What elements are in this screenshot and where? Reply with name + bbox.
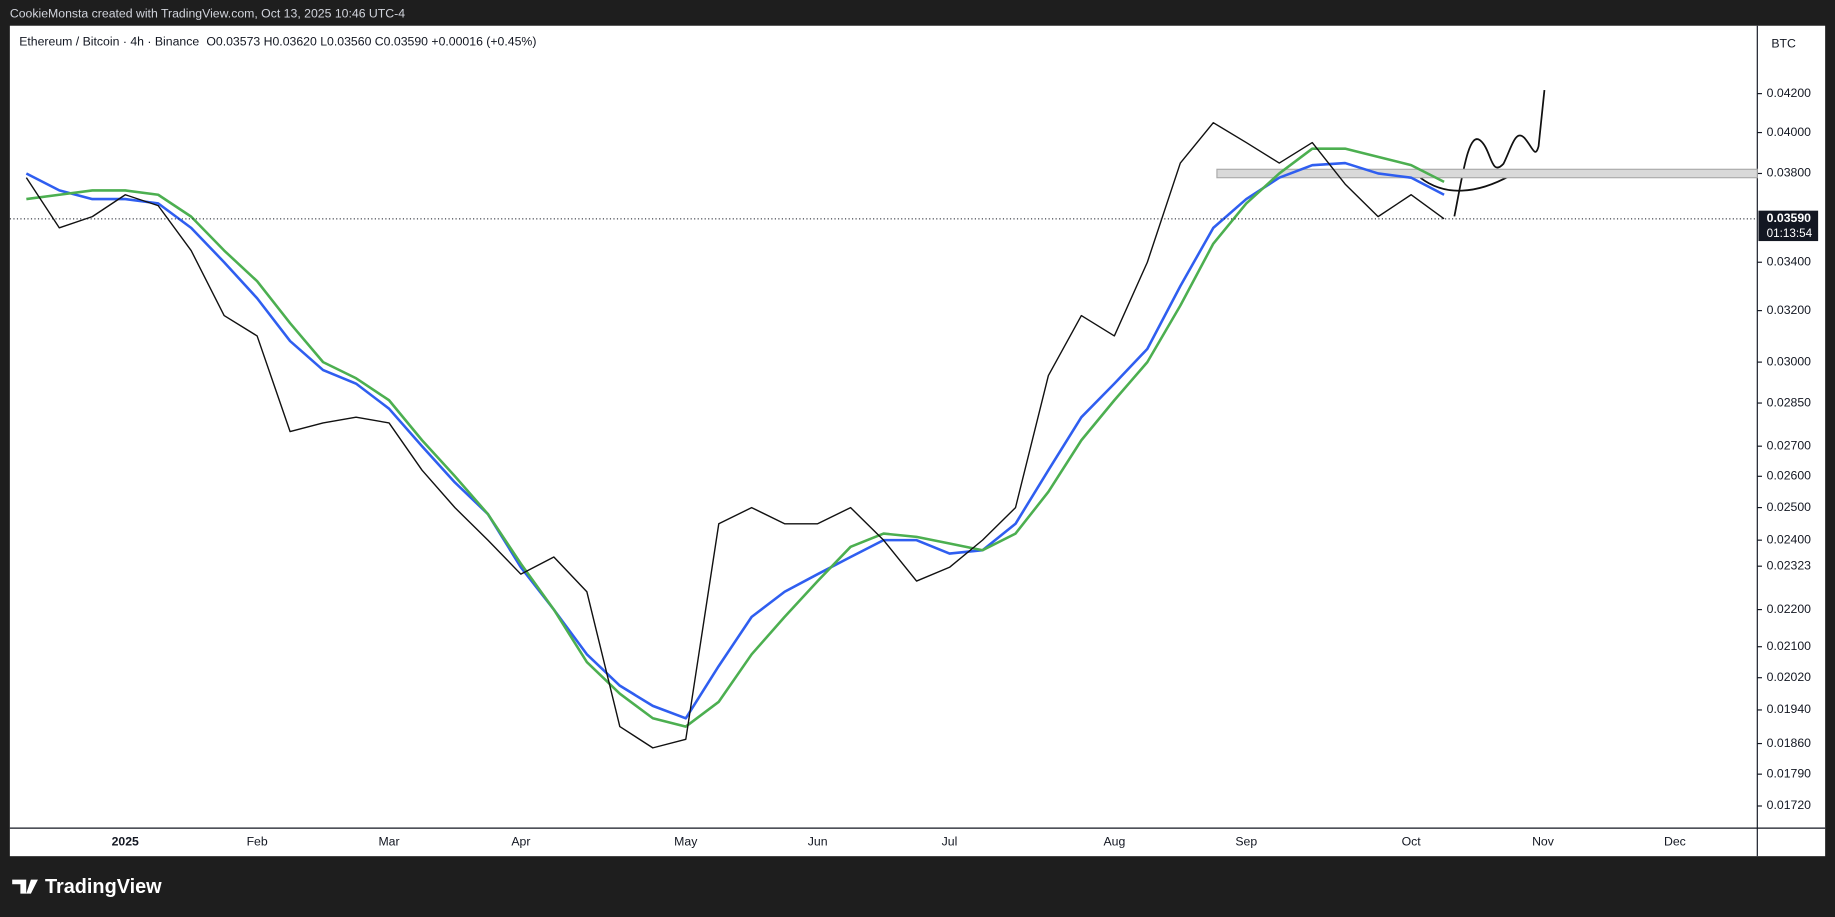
- logo: TradingView: [12, 876, 162, 898]
- y-tick-label: 0.03000: [1767, 354, 1812, 368]
- series-line: [25, 121, 1445, 749]
- last-price-box: [1758, 210, 1819, 242]
- x-tick-label: Oct: [1402, 834, 1422, 848]
- y-tick-label: 0.03200: [1767, 303, 1812, 317]
- y-tick-label: 0.04000: [1767, 125, 1812, 139]
- last-price-label: 0.03590: [1767, 211, 1812, 225]
- y-tick-label: 0.01790: [1767, 766, 1812, 780]
- ohlc: O0.03573 H0.03620 L0.03560 C0.03590 +0.0…: [206, 34, 536, 48]
- y-unit: BTC: [1771, 37, 1796, 51]
- x-tick-label: Jul: [942, 834, 958, 848]
- x-tick-label: Nov: [1532, 834, 1555, 848]
- y-tick-label: 0.04200: [1767, 86, 1812, 100]
- x-tick-label: May: [674, 834, 698, 848]
- x-tick-label: Sep: [1235, 834, 1257, 848]
- x-tick-label: Jun: [808, 834, 828, 848]
- x-tick-label: Dec: [1664, 834, 1686, 848]
- x-tick-label: Aug: [1103, 834, 1125, 848]
- brand: TradingView: [45, 876, 162, 898]
- x-tick-label: Apr: [511, 834, 530, 848]
- y-tick-label: 0.02400: [1767, 532, 1812, 546]
- x-tick-label: Mar: [378, 834, 399, 848]
- y-tick-label: 0.02700: [1767, 438, 1812, 452]
- y-tick-label: 0.02200: [1767, 602, 1812, 616]
- x-tick-label: 2025: [112, 834, 139, 848]
- y-tick-label: 0.01720: [1767, 798, 1812, 812]
- drawing: [1453, 89, 1546, 217]
- y-tick-label: 0.01860: [1767, 736, 1812, 750]
- x-tick-label: Feb: [247, 834, 268, 848]
- y-tick-label: 0.02323: [1767, 558, 1812, 572]
- y-tick-label: 0.03800: [1767, 166, 1812, 180]
- series-line: [25, 161, 1445, 720]
- y-tick-label: 0.02850: [1767, 395, 1812, 409]
- y-tick-label: 0.02020: [1767, 670, 1812, 684]
- logo-icon: [12, 879, 38, 894]
- zone: [1216, 168, 1758, 179]
- countdown: 01:13:54: [1767, 227, 1813, 240]
- y-tick-label: 0.02500: [1767, 500, 1812, 514]
- series-line: [26, 147, 1445, 728]
- chart-area: [9, 25, 1826, 857]
- chart-title: Ethereum / Bitcoin · 4h · Binance: [19, 34, 199, 48]
- attribution: CookieMonsta created with TradingView.co…: [10, 6, 405, 20]
- drawing: [1419, 174, 1511, 192]
- y-tick-label: 0.02600: [1767, 469, 1812, 483]
- y-tick-label: 0.03400: [1767, 254, 1812, 268]
- y-tick-label: 0.01940: [1767, 702, 1812, 716]
- y-tick-label: 0.02100: [1767, 639, 1812, 653]
